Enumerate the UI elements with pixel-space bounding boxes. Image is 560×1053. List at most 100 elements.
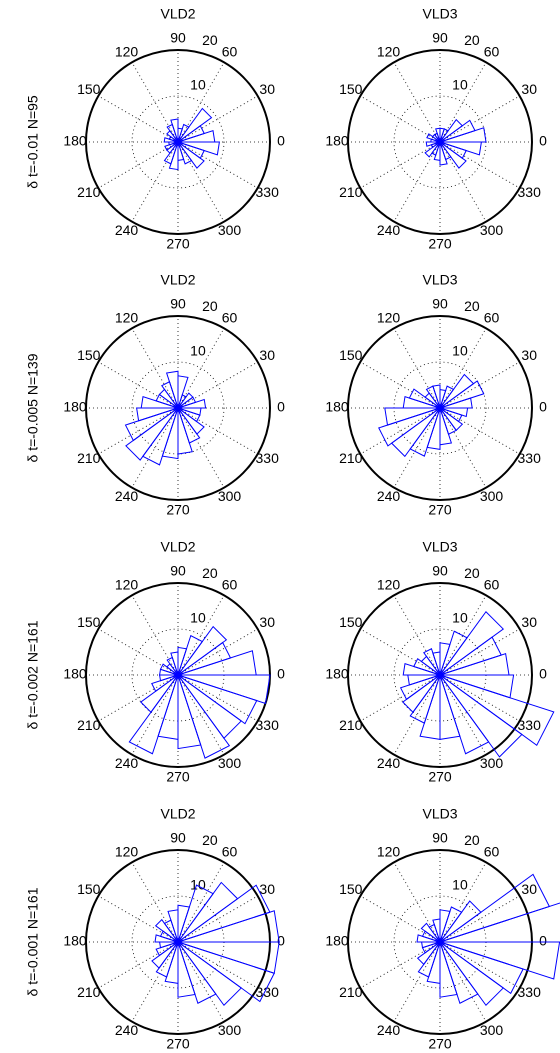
theta-tick-label: 300: [218, 755, 242, 771]
theta-tick-label: 330: [256, 984, 280, 1000]
rose-wedge: [439, 674, 555, 747]
rose-wedge: [157, 674, 179, 740]
spoke: [393, 407, 441, 488]
theta-tick-label: 30: [521, 614, 537, 630]
rose-wedge: [177, 674, 271, 705]
theta-tick-label: 180: [325, 666, 349, 682]
spoke: [177, 628, 258, 676]
spoke: [98, 141, 179, 189]
rose-wedge: [417, 941, 441, 978]
theta-tick-label: 240: [115, 488, 139, 504]
rose-wedge: [439, 642, 451, 676]
r-tick-label: 20: [202, 565, 218, 581]
theta-tick-label: 240: [377, 488, 401, 504]
theta-tick-label: 150: [77, 881, 101, 897]
spoke: [98, 95, 179, 143]
spoke: [439, 361, 520, 409]
theta-tick-label: 0: [277, 399, 285, 415]
r-tick-label: 10: [190, 343, 206, 359]
theta-tick-label: 330: [518, 450, 542, 466]
r-tick-label: 10: [190, 877, 206, 893]
theta-tick-label: 180: [63, 133, 87, 149]
theta-tick-label: 0: [539, 133, 547, 149]
rose-wedge: [439, 873, 551, 943]
theta-tick-label: 60: [484, 577, 500, 593]
outer-circle: [347, 49, 533, 235]
rose-wedge: [177, 141, 205, 159]
theta-tick-label: 180: [63, 933, 87, 949]
spoke: [131, 941, 179, 1022]
rose-wedge: [439, 906, 463, 943]
theta-tick-label: 330: [256, 184, 280, 200]
theta-tick-label: 60: [484, 310, 500, 326]
theta-tick-label: 60: [222, 310, 238, 326]
spoke: [131, 674, 179, 755]
rose-wedge: [416, 934, 441, 943]
spoke: [177, 407, 258, 455]
theta-tick-label: 30: [259, 614, 275, 630]
theta-tick-label: 0: [539, 666, 547, 682]
theta-tick-label: 150: [339, 81, 363, 97]
theta-tick-label: 270: [166, 502, 190, 518]
row-label: δ t=-0.005 N=139: [25, 353, 41, 462]
spoke: [131, 595, 179, 676]
r-tick-label: 10: [190, 77, 206, 93]
rose-wedge: [439, 141, 482, 156]
rose-wedge: [439, 941, 524, 995]
spoke: [360, 407, 441, 455]
spoke: [439, 674, 487, 755]
rose-wedge: [439, 389, 447, 409]
rose-wedge: [439, 610, 505, 676]
chart-title: VLD2: [160, 272, 195, 288]
theta-tick-label: 30: [521, 881, 537, 897]
spoke: [393, 328, 441, 409]
theta-tick-label: 60: [484, 44, 500, 60]
theta-tick-label: 90: [432, 296, 448, 312]
spoke: [439, 862, 487, 943]
spoke: [177, 862, 225, 943]
spoke: [177, 941, 225, 1022]
spoke: [177, 674, 225, 755]
rose-wedge: [439, 141, 467, 159]
chart-title: VLD2: [160, 6, 195, 22]
r-tick-label: 20: [464, 565, 480, 581]
spoke: [177, 674, 258, 722]
rose-wedge: [433, 141, 441, 161]
r-tick-label: 20: [464, 298, 480, 314]
theta-tick-label: 90: [170, 30, 186, 46]
theta-tick-label: 300: [480, 755, 504, 771]
theta-tick-label: 0: [277, 133, 285, 149]
theta-tick-label: 120: [377, 577, 401, 593]
theta-tick-label: 180: [63, 399, 87, 415]
spoke: [360, 361, 441, 409]
theta-tick-label: 240: [115, 1022, 139, 1038]
theta-tick-label: 300: [480, 488, 504, 504]
theta-tick-label: 240: [377, 1022, 401, 1038]
r-tick-label: 10: [452, 877, 468, 893]
spoke: [360, 941, 441, 989]
row-label: δ t=-0.01 N=95: [25, 95, 41, 189]
r-tick-label: 20: [202, 298, 218, 314]
r-tick-label: 10: [452, 77, 468, 93]
spoke: [439, 141, 520, 189]
rose-wedge: [419, 674, 441, 740]
chart-title: VLD3: [422, 806, 457, 822]
theta-tick-label: 300: [480, 1022, 504, 1038]
rose-wedge: [439, 941, 479, 1004]
theta-tick-label: 30: [259, 81, 275, 97]
spoke: [177, 141, 258, 189]
chart-title: VLD2: [160, 806, 195, 822]
theta-tick-label: 210: [339, 717, 363, 733]
spoke: [439, 674, 520, 722]
rose-wedge: [408, 388, 441, 409]
spoke: [131, 62, 179, 143]
rose-wedge: [177, 625, 228, 676]
rose-wedge: [439, 674, 490, 755]
theta-tick-label: 120: [377, 844, 401, 860]
chart-title: VLD3: [422, 6, 457, 22]
theta-tick-label: 120: [115, 844, 139, 860]
spoke: [177, 407, 225, 488]
rose-wedge: [177, 674, 258, 725]
rose-wedge: [439, 407, 469, 418]
spoke: [98, 674, 179, 722]
